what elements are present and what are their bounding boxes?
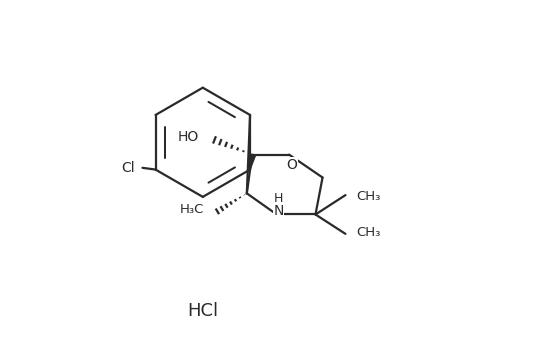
Text: N: N (273, 204, 284, 218)
Text: CH₃: CH₃ (357, 190, 381, 203)
Text: O: O (287, 158, 298, 172)
Text: H: H (274, 192, 283, 205)
Polygon shape (249, 154, 256, 170)
Text: CH₃: CH₃ (357, 225, 381, 239)
Text: HCl: HCl (187, 302, 218, 320)
Text: Cl: Cl (121, 161, 134, 175)
Text: HO: HO (178, 130, 199, 144)
Text: H₃C: H₃C (180, 203, 205, 217)
